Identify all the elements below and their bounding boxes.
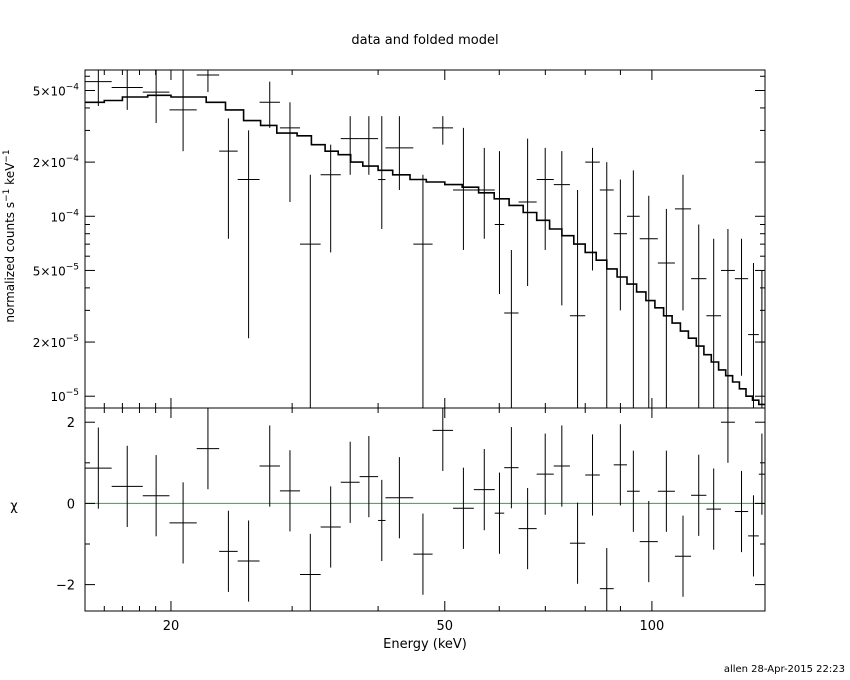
top-data-point (748, 262, 759, 408)
top-y-tick-label: 2×10−4 (33, 154, 80, 170)
top-panel: 10−5 2×10−5 5×10−5 10−4 2×10−4 5×10−4 normali… (2, 69, 766, 409)
folded-model-line (85, 94, 765, 406)
residual-point (758, 433, 765, 515)
residual-point (473, 449, 495, 531)
residual-point (639, 500, 658, 583)
top-data-point (219, 118, 238, 239)
residual-point (585, 434, 600, 516)
residual-point (657, 450, 675, 532)
top-data-point (111, 70, 143, 110)
top-data-point (196, 70, 220, 93)
residual-point (748, 495, 759, 577)
top-data-point (169, 70, 197, 152)
top-data-point (453, 127, 474, 250)
top-data-point (413, 174, 433, 408)
top-y-tick-label: 5×10−4 (33, 83, 80, 99)
top-data-point (142, 70, 170, 123)
residual-point (599, 548, 614, 611)
top-data-point (639, 195, 658, 408)
residual-point (553, 425, 570, 507)
top-data-point (259, 81, 280, 128)
top-data-point (432, 116, 454, 145)
top-data-point (385, 116, 414, 190)
footer-timestamp: allen 28-Apr-2015 22:23 (724, 664, 845, 675)
top-data-point (706, 238, 721, 408)
residual-point (299, 533, 321, 611)
top-data-point (340, 116, 360, 175)
residual-point (142, 455, 170, 537)
bottom-y-tick-label: 0 (67, 497, 75, 512)
residual-point (613, 424, 627, 506)
bottom-y-axis-label: χ (10, 499, 18, 514)
residual-point (432, 408, 454, 471)
bottom-panel: −2 0 2 20 50 100 χ (10, 407, 766, 634)
residual-point (279, 450, 300, 532)
residual-point (385, 457, 414, 539)
residual-point (518, 487, 537, 570)
x-tick-label: 50 (437, 619, 454, 634)
top-data-point (237, 130, 260, 339)
residual-point (504, 427, 519, 509)
x-tick-label: 100 (639, 619, 664, 634)
top-data-point (585, 147, 600, 271)
top-y-tick-label: 10−4 (50, 208, 79, 224)
residual-point (85, 427, 112, 509)
residual-point (569, 502, 586, 584)
residual-point (340, 441, 360, 523)
residual-point (169, 482, 197, 564)
residual-point (219, 510, 238, 592)
top-y-axis-label: normalized counts s−1 keV−1 (2, 149, 17, 322)
top-data-point (720, 228, 735, 408)
x-axis-label: Energy (keV) (383, 637, 467, 652)
top-data-point (359, 116, 379, 175)
x-tick-label: 20 (163, 619, 180, 634)
top-data-point (85, 70, 112, 107)
top-y-tick-label: 2×10−5 (33, 334, 79, 350)
top-data-point (494, 151, 505, 294)
top-data-point (279, 102, 300, 203)
residual-point (720, 408, 735, 463)
residual-point (706, 468, 721, 550)
residual-point (536, 433, 554, 515)
residual-point (413, 513, 433, 595)
residual-point (196, 408, 220, 490)
top-data-point (758, 270, 765, 408)
residual-point (626, 450, 640, 532)
top-data-point (613, 179, 627, 311)
top-data-point (536, 147, 554, 250)
residual-point (691, 454, 707, 536)
top-data-point (691, 224, 707, 408)
residual-point (494, 472, 505, 554)
top-data-point (734, 238, 749, 376)
top-data-point (674, 174, 692, 311)
residual-point (378, 479, 386, 562)
top-y-tick-label: 5×10−5 (33, 262, 79, 278)
top-data-point (657, 208, 675, 408)
bottom-plot-frame (84, 407, 766, 612)
top-data-point (320, 144, 341, 253)
residual-point (674, 515, 692, 597)
top-data-point (599, 162, 614, 408)
chart-title: data and folded model (351, 33, 498, 48)
residual-point (111, 445, 143, 527)
top-data-point (626, 170, 640, 408)
top-plot-frame (84, 69, 766, 409)
top-data-point (378, 116, 386, 229)
residual-point (734, 470, 749, 553)
residual-point (359, 436, 379, 518)
residual-point (259, 425, 280, 507)
top-data-point (299, 174, 321, 408)
residual-point (453, 467, 474, 549)
top-data-point (504, 249, 519, 408)
residual-point (320, 486, 341, 568)
top-data-point (569, 189, 586, 408)
bottom-y-tick-label: −2 (56, 579, 75, 594)
bottom-y-tick-label: 2 (67, 416, 75, 431)
top-y-tick-label: 10−5 (50, 388, 79, 404)
residual-point (237, 520, 260, 602)
